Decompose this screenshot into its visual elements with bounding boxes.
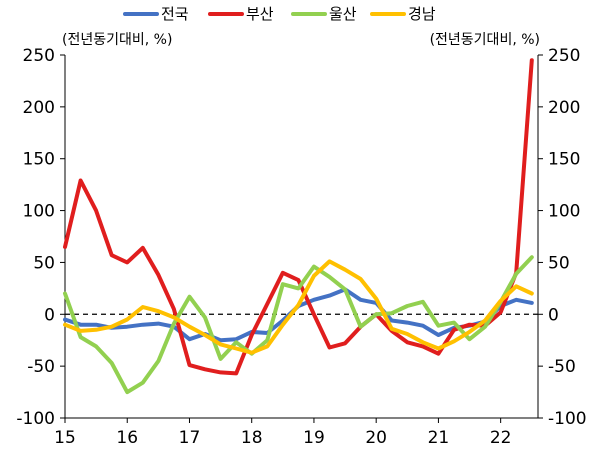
left-y-tick-label: 200 — [23, 98, 55, 118]
right-y-tick-label: 250 — [548, 46, 580, 66]
legend-label-울산: 울산 — [329, 5, 357, 23]
series-line-울산 — [63, 255, 534, 395]
left-y-tick-label: -100 — [16, 409, 55, 429]
axes: -100 -100 -50 -50 0 0 50 50 100 100 150 150 200 200 25… — [16, 46, 586, 448]
left-y-tick-label: 0 — [44, 305, 55, 325]
left-y-tick-label: -50 — [27, 357, 55, 377]
x-tick-label: 19 — [303, 428, 325, 448]
legend-label-부산: 부산 — [246, 5, 274, 23]
x-tick-label: 20 — [365, 428, 387, 448]
right-y-tick-label: -100 — [548, 409, 587, 429]
right-y-tick-label: 0 — [548, 305, 559, 325]
x-tick-label: 17 — [179, 428, 201, 448]
x-tick-label: 15 — [54, 428, 76, 448]
right-unit-label: (전년동기대비, %) — [430, 32, 540, 48]
series-line-부산 — [63, 58, 534, 376]
left-y-tick-label: 50 — [33, 253, 55, 273]
x-tick-label: 18 — [241, 428, 263, 448]
x-tick-label: 22 — [490, 428, 512, 448]
x-tick-label: 21 — [428, 428, 450, 448]
legend-label-전국: 전국 — [161, 5, 189, 23]
left-y-tick-label: 250 — [23, 46, 55, 66]
right-y-tick-label: 150 — [548, 150, 580, 170]
right-y-tick-label: -50 — [548, 357, 576, 377]
left-unit-label: (전년동기대비, %) — [62, 32, 172, 48]
right-y-tick-label: 50 — [548, 253, 570, 273]
x-tick-label: 16 — [116, 428, 138, 448]
legend: 전국 부산 울산 경남 — [123, 5, 436, 23]
left-y-tick-label: 100 — [23, 202, 55, 222]
right-y-tick-label: 100 — [548, 202, 580, 222]
left-y-tick-label: 150 — [23, 150, 55, 170]
right-y-tick-label: 200 — [548, 98, 580, 118]
series-lines — [63, 58, 534, 395]
series-line-경남 — [63, 259, 534, 355]
legend-label-경남: 경남 — [408, 5, 436, 23]
